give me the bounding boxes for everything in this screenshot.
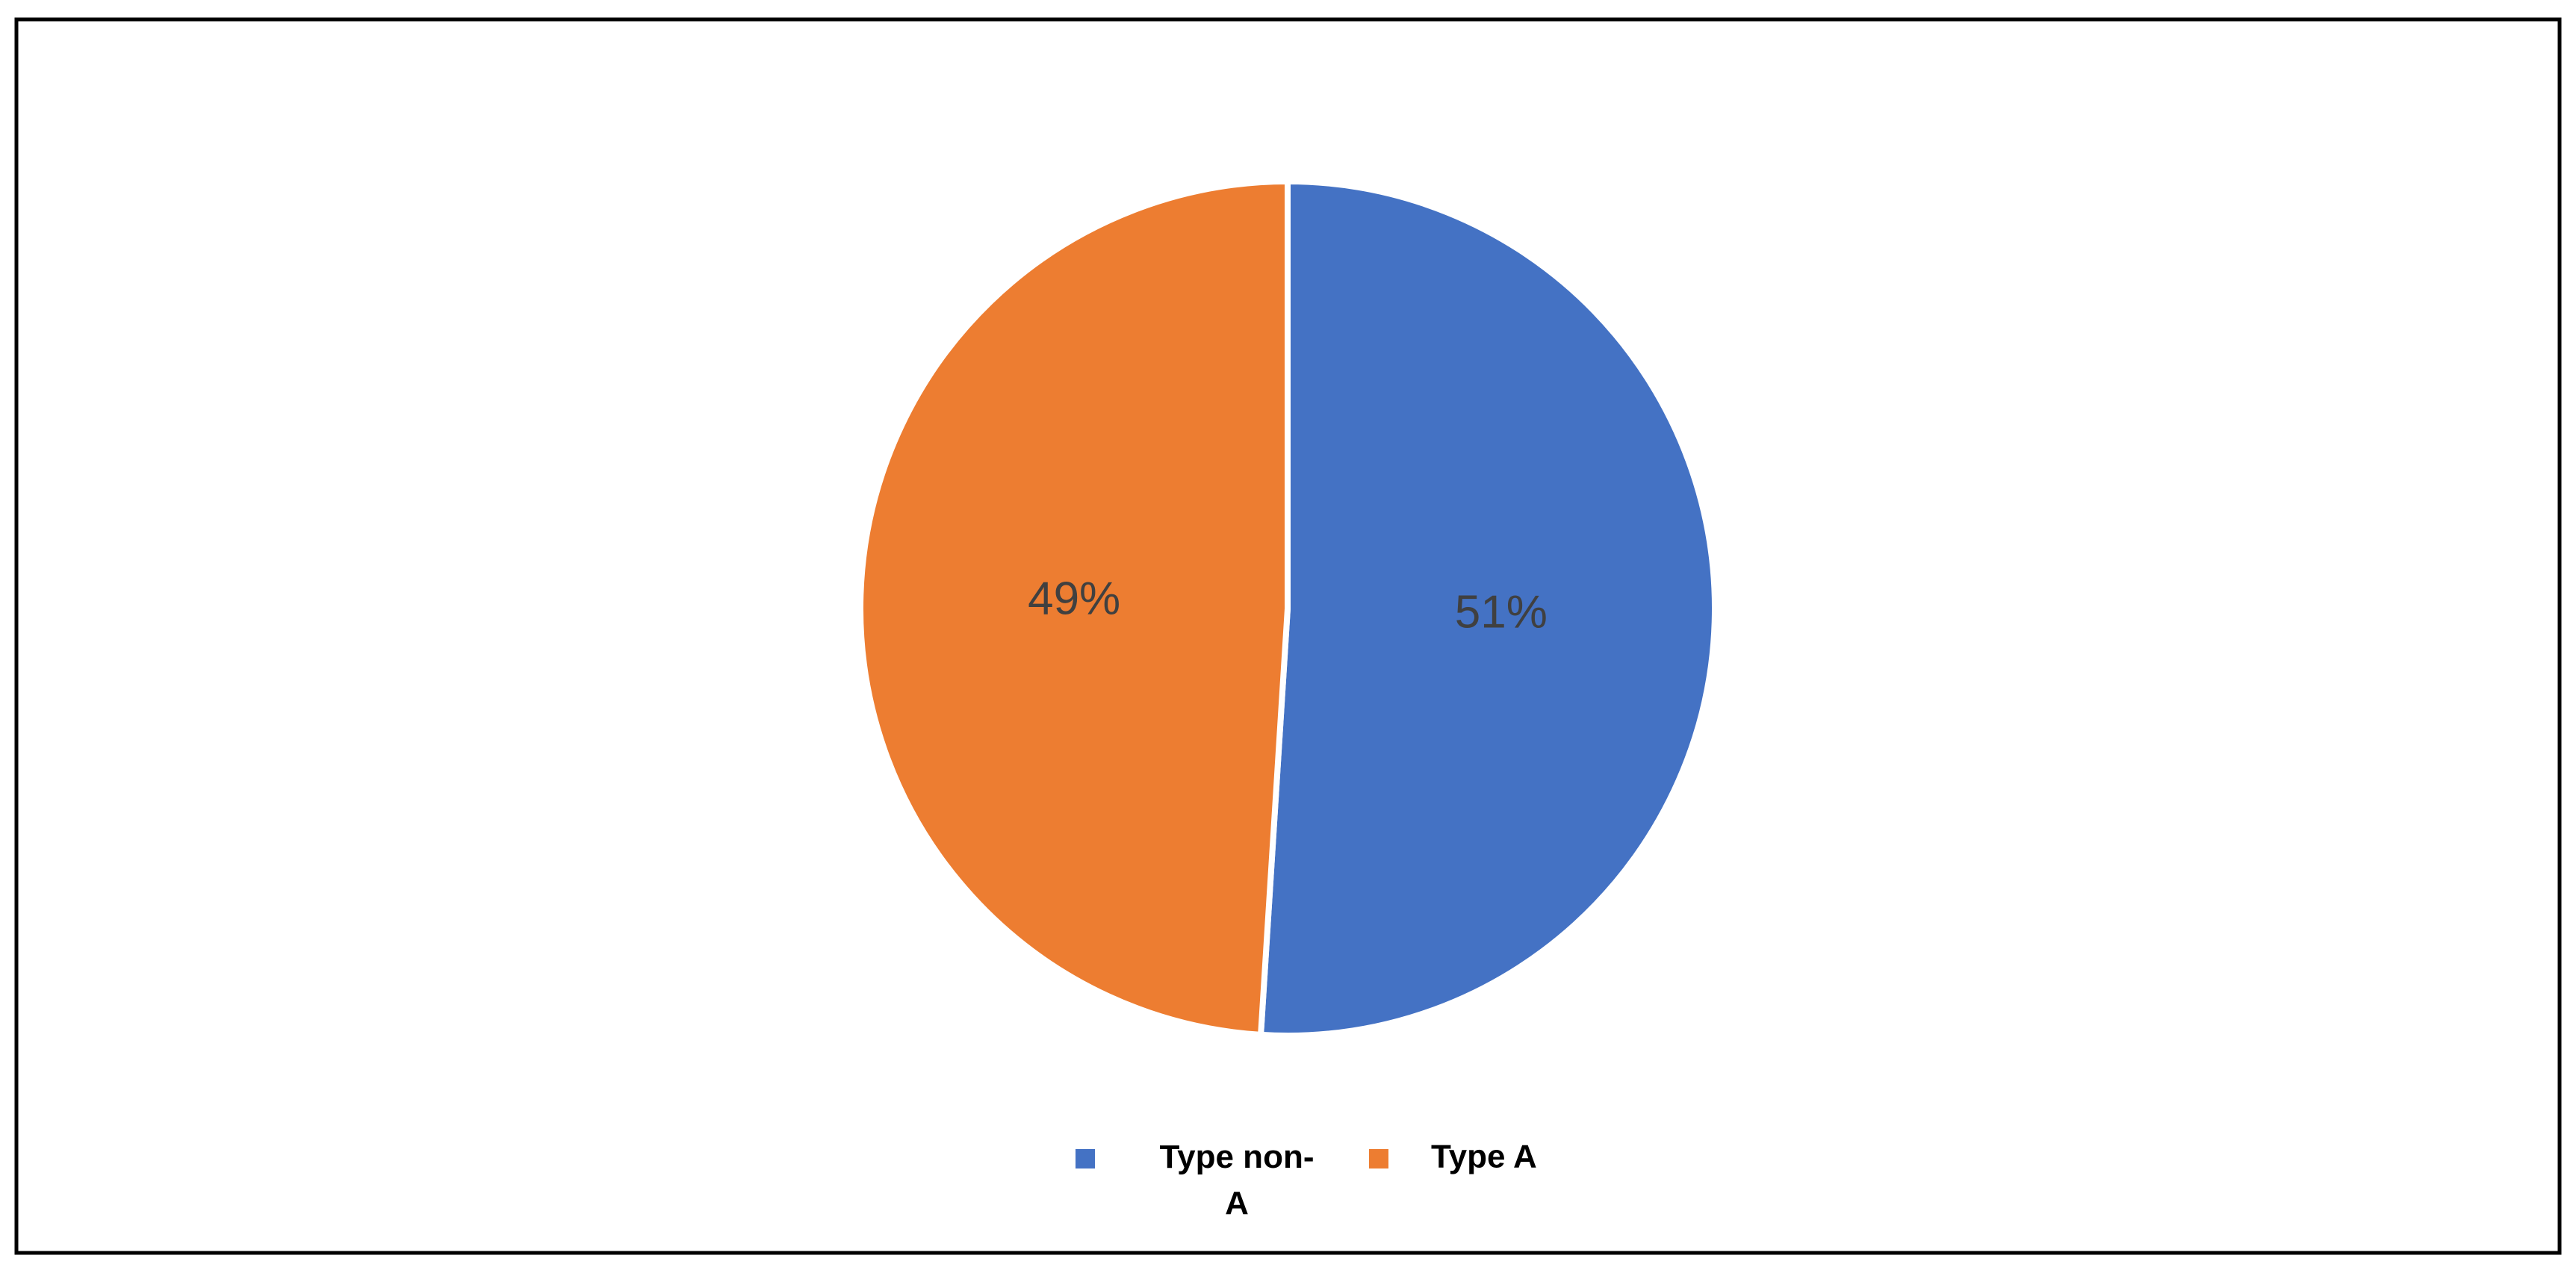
data-label: 49% (1028, 573, 1120, 624)
legend-swatch (1076, 1149, 1095, 1168)
legend-label: Type non-A (1160, 1139, 1315, 1222)
legend-label: Type A (1431, 1139, 1537, 1175)
legend-swatch (1369, 1149, 1388, 1168)
data-label: 51% (1455, 586, 1548, 638)
pie-slice (1258, 178, 1719, 1039)
pie-slice (857, 178, 1291, 1038)
